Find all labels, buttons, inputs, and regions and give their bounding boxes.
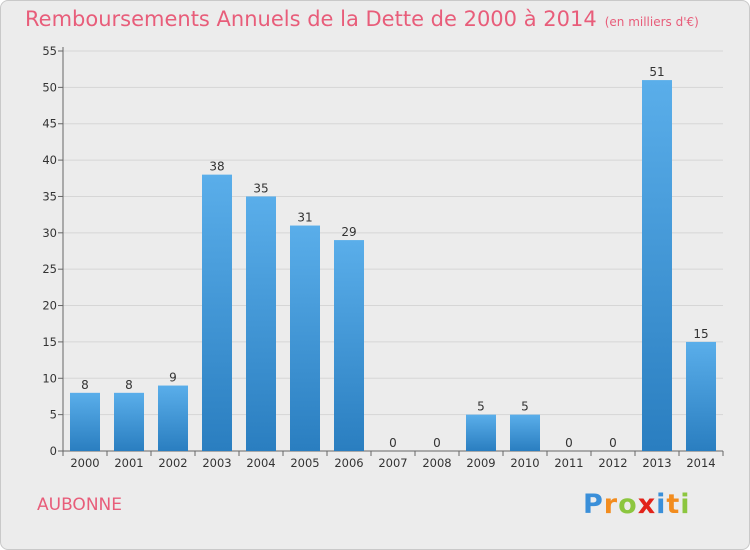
x-tick-label: 2010	[510, 456, 539, 470]
logo-letter: o	[618, 489, 638, 520]
bar-value-label: 8	[81, 378, 89, 392]
logo-letter: r	[603, 489, 619, 520]
logo-letter: i	[656, 489, 667, 520]
y-tick-label: 40	[42, 153, 57, 167]
x-tick-label: 2011	[554, 456, 583, 470]
chart-subtitle: (en milliers d'€)	[604, 15, 699, 29]
bar-value-label: 15	[693, 327, 708, 341]
x-tick-label: 2007	[378, 456, 407, 470]
bar	[466, 414, 496, 451]
bar-value-label: 8	[125, 378, 133, 392]
x-tick-label: 2004	[246, 456, 275, 470]
y-tick-label: 55	[42, 44, 57, 58]
bar	[70, 392, 100, 451]
bar	[158, 385, 188, 451]
bar	[290, 225, 320, 451]
y-tick-label: 0	[50, 444, 57, 458]
y-tick-label: 25	[42, 262, 57, 276]
logo-letter: x	[637, 489, 657, 520]
x-tick-label: 2002	[158, 456, 187, 470]
bar-value-label: 29	[341, 225, 356, 239]
commune-name: AUBONNE	[37, 495, 122, 515]
logo-letter: P	[583, 489, 604, 520]
bar	[246, 196, 276, 451]
y-tick-label: 5	[50, 408, 57, 422]
bar-value-label: 0	[389, 436, 397, 450]
x-tick-label: 2012	[598, 456, 627, 470]
y-tick-label: 10	[42, 371, 57, 385]
chart-title: Remboursements Annuels de la Dette de 20…	[25, 7, 699, 31]
bar	[202, 174, 232, 452]
x-tick-label: 2005	[290, 456, 319, 470]
bar-value-label: 38	[209, 160, 224, 174]
bar	[510, 414, 540, 451]
x-tick-label: 2008	[422, 456, 451, 470]
bar-value-label: 5	[521, 400, 529, 414]
bar-value-label: 35	[253, 181, 268, 195]
x-tick-label: 2001	[114, 456, 143, 470]
bar-value-label: 0	[609, 436, 617, 450]
y-tick-label: 30	[42, 226, 57, 240]
proxiti-logo: Proxiti	[583, 489, 691, 520]
bar	[114, 392, 144, 451]
x-tick-label: 2000	[70, 456, 99, 470]
x-tick-label: 2006	[334, 456, 363, 470]
y-tick-label: 35	[42, 189, 57, 203]
y-tick-label: 20	[42, 299, 57, 313]
bar-value-label: 31	[297, 211, 312, 225]
y-tick-label: 15	[42, 335, 57, 349]
x-tick-label: 2009	[466, 456, 495, 470]
x-tick-label: 2013	[642, 456, 671, 470]
bar-value-label: 0	[433, 436, 441, 450]
bar	[642, 80, 672, 451]
logo-letter: i	[680, 489, 691, 520]
chart-title-text: Remboursements Annuels de la Dette de 20…	[25, 7, 597, 31]
bar-value-label: 5	[477, 400, 485, 414]
y-tick-label: 50	[42, 80, 57, 94]
bar	[334, 240, 364, 451]
x-tick-label: 2003	[202, 456, 231, 470]
bar-value-label: 51	[649, 65, 664, 79]
logo-letter: t	[666, 489, 681, 520]
y-tick-label: 45	[42, 117, 57, 131]
bar-value-label: 9	[169, 371, 177, 385]
x-tick-label: 2014	[686, 456, 715, 470]
bar-value-label: 0	[565, 436, 573, 450]
bar	[686, 341, 716, 451]
